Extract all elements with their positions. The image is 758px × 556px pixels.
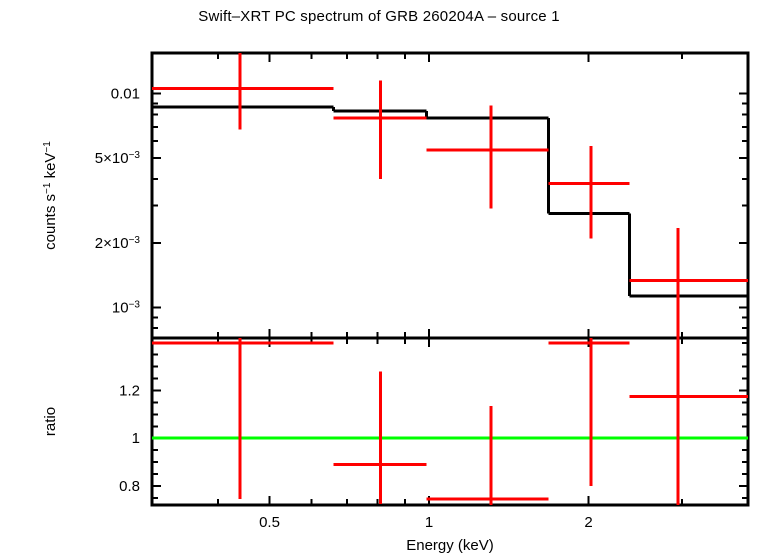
y-tick-label-top: 0.01 bbox=[111, 86, 140, 103]
y-tick-label-top: 10−3 bbox=[112, 299, 141, 316]
x-axis-label: Energy (keV) bbox=[406, 537, 494, 554]
y-tick-label-ratio: 1.2 bbox=[119, 382, 140, 399]
y-axis-label-ratio: ratio bbox=[42, 407, 59, 436]
ratio-panel-frame bbox=[150, 336, 750, 507]
x-tick-label: 2 bbox=[584, 514, 592, 531]
y-tick-label-ratio: 0.8 bbox=[119, 478, 140, 495]
y-tick-label-top: 2×10−3 bbox=[95, 235, 141, 252]
x-tick-label: 1 bbox=[425, 514, 433, 531]
y-tick-label-top: 5×10−3 bbox=[95, 150, 141, 167]
y-axis-label-top: counts s−1 keV−1 bbox=[42, 141, 59, 250]
y-tick-label-ratio: 1 bbox=[132, 430, 140, 447]
x-tick-label: 0.5 bbox=[259, 514, 280, 531]
figure-title: Swift–XRT PC spectrum of GRB 260204A – s… bbox=[198, 8, 560, 25]
